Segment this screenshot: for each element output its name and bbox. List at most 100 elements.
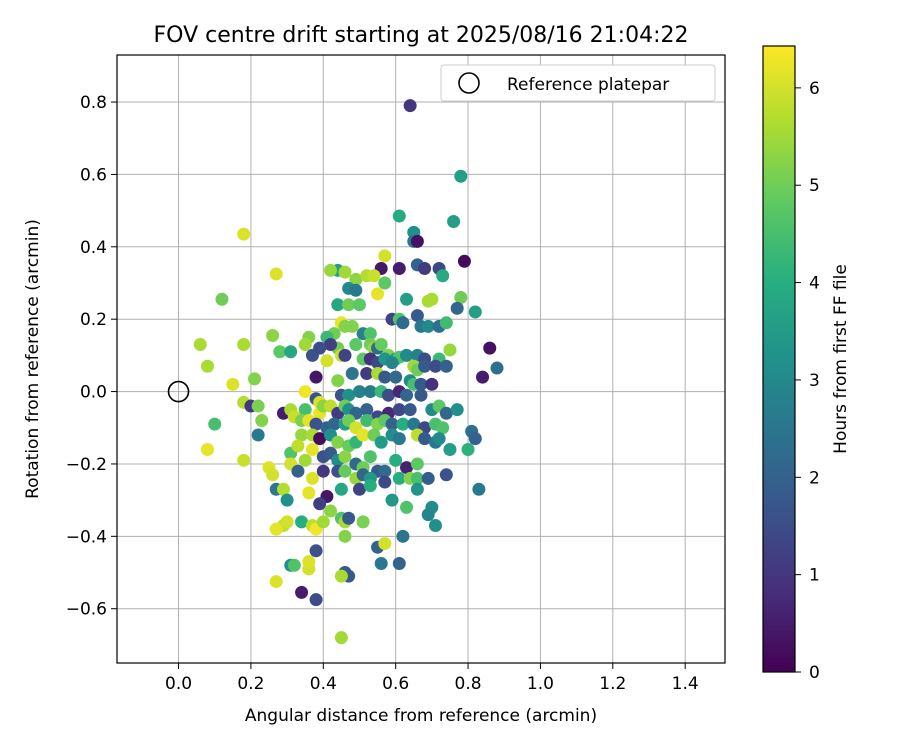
- data-point: [392, 262, 406, 276]
- data-point: [280, 493, 294, 507]
- data-point: [421, 294, 435, 308]
- x-tick-label: 0.6: [382, 674, 409, 694]
- data-point: [208, 417, 222, 431]
- data-point: [352, 298, 366, 312]
- data-point: [418, 359, 432, 373]
- data-point: [436, 421, 450, 435]
- data-point: [439, 316, 453, 330]
- data-point: [338, 348, 352, 362]
- data-point: [396, 417, 410, 431]
- data-point: [316, 515, 330, 529]
- x-axis-label: Angular distance from reference (arcmin): [245, 706, 597, 726]
- y-tick-label: −0.6: [66, 600, 107, 620]
- y-tick-label: 0.6: [80, 165, 107, 185]
- data-point: [476, 370, 490, 384]
- data-point: [363, 385, 377, 399]
- data-point: [324, 263, 338, 277]
- data-point: [400, 500, 414, 514]
- data-point: [349, 283, 363, 297]
- data-point: [396, 316, 410, 330]
- data-point: [237, 453, 251, 467]
- y-tick-label: 0.8: [80, 93, 107, 113]
- data-point: [305, 442, 319, 456]
- data-point: [367, 269, 381, 283]
- data-point: [392, 556, 406, 570]
- data-point: [298, 338, 312, 352]
- data-point: [324, 338, 338, 352]
- data-point: [287, 558, 301, 572]
- chart-title: FOV centre drift starting at 2025/08/16 …: [154, 23, 689, 48]
- y-tick-label: 0.0: [80, 383, 107, 403]
- data-point: [392, 403, 406, 417]
- data-point: [331, 374, 345, 388]
- y-tick-label: −0.4: [66, 527, 107, 547]
- data-point: [400, 461, 414, 475]
- data-point: [439, 359, 453, 373]
- data-point: [284, 345, 298, 359]
- data-point: [280, 515, 294, 529]
- data-point: [193, 338, 207, 352]
- data-point: [295, 428, 309, 442]
- data-point: [215, 292, 229, 306]
- data-point: [327, 417, 341, 431]
- data-point: [305, 471, 319, 485]
- data-point: [439, 468, 453, 482]
- data-point: [273, 345, 287, 359]
- data-point: [392, 209, 406, 223]
- data-point: [342, 511, 356, 525]
- y-tick-label: 0.2: [80, 310, 107, 330]
- data-point: [334, 631, 348, 645]
- data-point: [360, 366, 374, 380]
- data-point: [468, 305, 482, 319]
- data-point: [450, 301, 464, 315]
- data-point: [400, 292, 414, 306]
- data-point: [298, 453, 312, 467]
- data-point: [371, 287, 385, 301]
- x-tick-label: 0.4: [310, 674, 337, 694]
- data-point: [269, 575, 283, 589]
- data-point: [226, 377, 240, 391]
- data-point: [363, 479, 377, 493]
- data-point: [269, 522, 283, 536]
- data-point: [356, 515, 370, 529]
- y-tick-label: −0.2: [66, 455, 107, 475]
- data-point: [436, 269, 450, 283]
- data-point: [392, 471, 406, 485]
- data-point: [295, 585, 309, 599]
- data-point: [302, 555, 316, 569]
- data-point: [248, 372, 262, 386]
- data-point: [331, 435, 345, 449]
- data-point: [378, 464, 392, 478]
- colorbar-tick-label: 0: [809, 663, 820, 683]
- data-point: [443, 442, 457, 456]
- data-point: [338, 265, 352, 279]
- data-point: [352, 482, 366, 496]
- data-point: [468, 432, 482, 446]
- y-axis-ticks: −0.6 −0.4 −0.2 0.0 0.2 0.4 0.6 0.8: [66, 93, 117, 620]
- data-point: [439, 406, 453, 420]
- x-tick-label: 0.2: [237, 674, 264, 694]
- legend: Reference platepar: [440, 64, 716, 102]
- data-point: [295, 515, 309, 529]
- data-point: [432, 432, 446, 446]
- data-point: [378, 249, 392, 263]
- data-point: [345, 366, 359, 380]
- colorbar-tick-label: 4: [809, 274, 820, 294]
- data-point: [200, 442, 214, 456]
- reference-platepar-marker: [167, 380, 190, 403]
- data-point: [360, 414, 374, 428]
- data-point: [378, 276, 392, 290]
- data-point: [407, 417, 421, 431]
- data-point: [334, 569, 348, 583]
- y-axis-label: Rotation from reference (arcmin): [23, 219, 43, 499]
- data-point: [309, 370, 323, 384]
- data-point: [457, 254, 471, 268]
- data-point: [363, 327, 377, 341]
- data-point: [396, 529, 410, 543]
- data-point: [320, 354, 334, 368]
- data-point: [356, 428, 370, 442]
- data-point: [381, 388, 395, 402]
- colorbar-tick-label: 1: [809, 566, 820, 586]
- data-point: [352, 385, 366, 399]
- data-point: [418, 262, 432, 276]
